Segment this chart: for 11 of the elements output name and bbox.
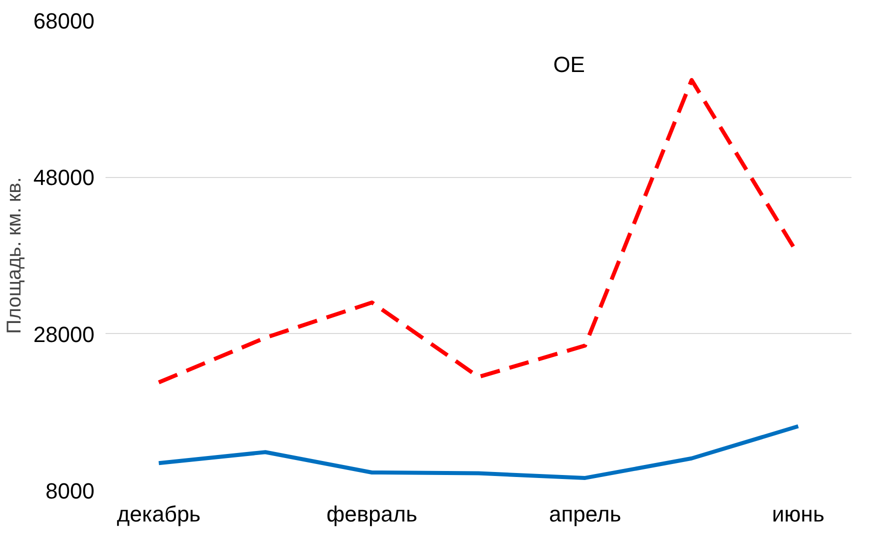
y-axis-title: Площадь. км. кв. — [3, 177, 26, 334]
x-tick-label: декабрь — [116, 502, 201, 526]
y-tick-label: 68000 — [33, 8, 95, 34]
y-tick-label: 48000 — [33, 165, 95, 190]
x-tick-label: июнь — [772, 502, 824, 526]
y-tick-label: 8000 — [46, 478, 95, 504]
x-tick-label: апрель — [548, 502, 622, 526]
y-tick-label: 28000 — [33, 322, 95, 347]
x-tick-label: февраль — [326, 502, 418, 526]
line-series — [156, 424, 800, 480]
annotation: ОЕ — [553, 52, 585, 77]
